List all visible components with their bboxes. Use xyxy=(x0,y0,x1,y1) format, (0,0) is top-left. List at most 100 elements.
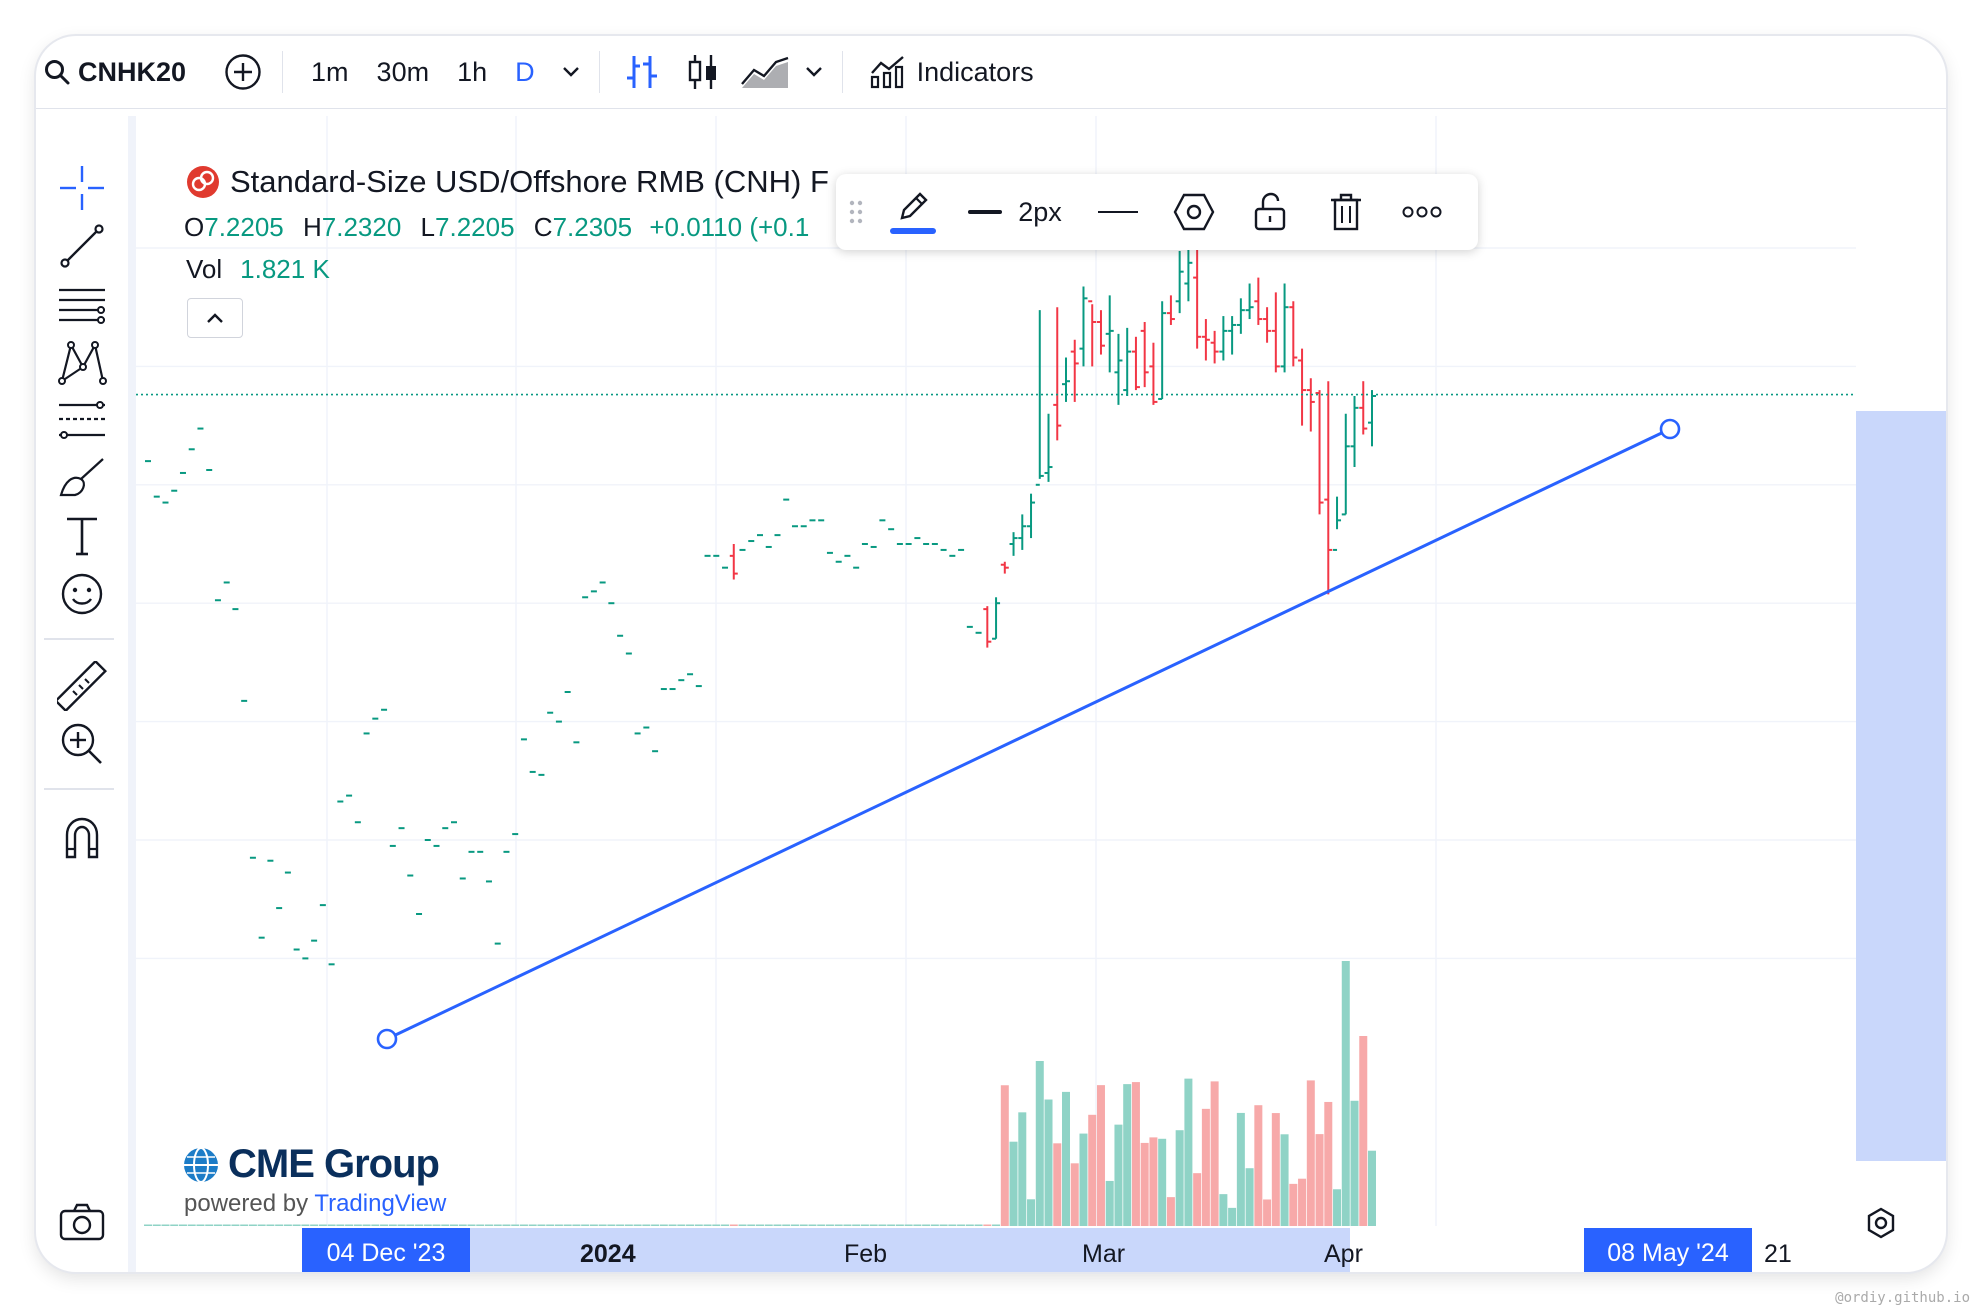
brush-tool[interactable] xyxy=(46,448,118,508)
symbol-search[interactable]: CNHK20 xyxy=(44,36,186,108)
indicators-label: Indicators xyxy=(916,56,1034,87)
pattern-tool[interactable] xyxy=(46,332,118,392)
volume-bar xyxy=(397,1224,406,1226)
timeframe-30m[interactable]: 30m xyxy=(376,56,430,87)
volume-bar xyxy=(1027,1199,1036,1226)
volume-bar xyxy=(843,1224,852,1226)
volume-bar xyxy=(712,1224,721,1226)
volume-bar xyxy=(1193,1173,1202,1226)
volume-bar xyxy=(318,1224,327,1226)
time-tick-21: 21 xyxy=(1764,1240,1792,1268)
forecast-tool[interactable] xyxy=(46,390,118,450)
toolbar-drag-handle[interactable] xyxy=(836,174,876,250)
volume-bar xyxy=(458,1224,467,1226)
volume-bar xyxy=(974,1224,983,1226)
emoji-tool[interactable] xyxy=(46,564,118,624)
ohlc-bar xyxy=(1053,307,1062,441)
area-style-button[interactable] xyxy=(740,36,790,108)
volume-bar xyxy=(511,1224,520,1226)
ohlc-bar xyxy=(1245,283,1254,320)
change-value: +0.0110 (+0.1 xyxy=(649,212,810,242)
volume-bar xyxy=(703,1224,712,1226)
time-tick-apr: Apr xyxy=(1324,1240,1363,1268)
chart-settings-button[interactable] xyxy=(1864,1206,1898,1245)
volume-bar xyxy=(1175,1130,1184,1226)
chart-type-dropdown[interactable] xyxy=(804,36,824,108)
bars-style-button[interactable] xyxy=(624,36,660,108)
measure-tool[interactable] xyxy=(46,656,118,716)
volume-bar xyxy=(178,1224,187,1226)
compare-button[interactable] xyxy=(224,36,262,108)
screenshot-button[interactable] xyxy=(46,1192,118,1252)
more-button[interactable] xyxy=(1384,174,1460,250)
volume-bar xyxy=(1140,1142,1149,1226)
ohlc-bar xyxy=(1324,381,1333,595)
tradingview-link[interactable]: TradingView xyxy=(314,1190,447,1217)
text-icon xyxy=(67,517,97,556)
ohlc-bar xyxy=(1088,300,1097,367)
fib-tool[interactable] xyxy=(46,274,118,334)
collapse-legend-button[interactable] xyxy=(187,298,243,338)
unlock-icon xyxy=(1254,192,1286,231)
line-color-button[interactable] xyxy=(876,174,950,250)
top-toolbar: CNHK20 1m 30m 1h D Indicators xyxy=(36,36,1946,109)
powered-by[interactable]: powered by TradingView xyxy=(184,1190,446,1218)
ohlc-bar xyxy=(1018,514,1027,550)
volume-bar xyxy=(1341,961,1350,1226)
timeframe-dropdown[interactable] xyxy=(561,36,581,108)
crosshair-tool[interactable] xyxy=(46,158,118,218)
volume-bar xyxy=(913,1224,922,1226)
close-label: C xyxy=(533,212,553,242)
timeframe-1m[interactable]: 1m xyxy=(311,56,349,87)
volume-bar xyxy=(528,1224,537,1226)
line-style-button[interactable] xyxy=(1080,174,1156,250)
trend-line-end-handle[interactable] xyxy=(1659,418,1681,440)
volume-bar xyxy=(450,1224,458,1226)
volume-bar xyxy=(231,1224,240,1226)
chart-pane[interactable]: 7.2335 7.2305 7.0705 1.821 K 5 7.2800 7.… xyxy=(136,116,1946,1272)
volume-bar xyxy=(1149,1137,1158,1226)
trend-line-start-handle[interactable] xyxy=(376,1028,398,1050)
volume-bar xyxy=(240,1224,249,1226)
volume-bar xyxy=(415,1224,424,1226)
volume-bar xyxy=(992,1224,1001,1226)
divider xyxy=(44,788,114,790)
lock-button[interactable] xyxy=(1232,174,1308,250)
volume-bar xyxy=(1184,1078,1193,1226)
ohlc-bar xyxy=(992,597,1001,640)
trend-line-tool[interactable] xyxy=(46,216,118,276)
volume-bar xyxy=(441,1224,450,1226)
indicators-button[interactable]: Indicators xyxy=(869,36,1034,108)
delete-button[interactable] xyxy=(1308,174,1384,250)
powered-by-text: powered by xyxy=(184,1190,309,1217)
candles-style-button[interactable] xyxy=(686,36,720,108)
timeframe-1h[interactable]: 1h xyxy=(457,56,488,87)
volume-bar xyxy=(930,1224,939,1226)
price-chart[interactable] xyxy=(136,116,1946,1272)
volume-bar xyxy=(738,1224,747,1226)
volume-bar xyxy=(327,1224,336,1226)
volume-bar xyxy=(1158,1138,1167,1226)
line-width-button[interactable]: 2px xyxy=(950,174,1080,250)
text-tool[interactable] xyxy=(46,506,118,566)
ohlc-bar xyxy=(1140,322,1149,388)
volume-bar xyxy=(275,1224,284,1226)
magnet-tool[interactable] xyxy=(46,808,118,868)
volume-bar xyxy=(773,1224,782,1226)
cme-logo: CME Group xyxy=(182,1142,440,1187)
symbol-name: CNHK20 xyxy=(78,56,187,87)
volume-bar xyxy=(213,1224,222,1226)
volume-bar xyxy=(957,1224,966,1226)
timeframe-d[interactable]: D xyxy=(515,56,535,87)
ohlc-bar xyxy=(1368,390,1376,447)
ohlc-bar xyxy=(1158,301,1167,400)
volume-bar xyxy=(554,1224,563,1226)
volume-bar xyxy=(860,1224,869,1226)
volume-bar xyxy=(187,1224,196,1226)
trend-line[interactable] xyxy=(386,427,1671,1041)
zoom-tool[interactable] xyxy=(46,714,118,774)
settings-button[interactable] xyxy=(1156,174,1232,250)
ohlc-bar xyxy=(1298,348,1307,426)
volume-bar xyxy=(1236,1112,1245,1226)
open-label: O xyxy=(184,212,205,242)
